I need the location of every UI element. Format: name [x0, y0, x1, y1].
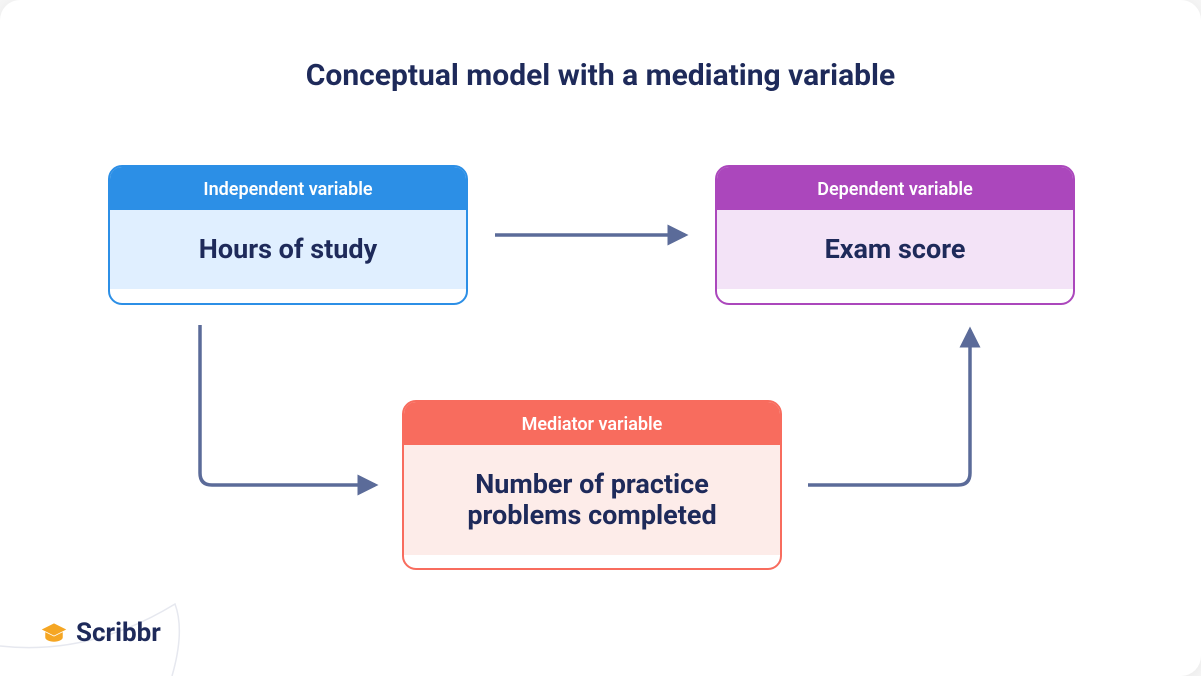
mediator-variable-box: Mediator variable Number of practice pro…	[402, 400, 782, 570]
dependent-variable-header: Dependent variable	[717, 167, 1073, 210]
brand-name: Scribbr	[76, 618, 161, 648]
dependent-variable-box: Dependent variable Exam score	[715, 165, 1075, 305]
independent-variable-box: Independent variable Hours of study	[108, 165, 468, 305]
mediator-variable-body: Number of practice problems completed	[404, 445, 780, 555]
arrows-layer	[0, 0, 1201, 676]
dependent-variable-body: Exam score	[717, 210, 1073, 289]
independent-variable-header: Independent variable	[110, 167, 466, 210]
diagram-title: Conceptual model with a mediating variab…	[0, 58, 1201, 93]
independent-variable-body: Hours of study	[110, 210, 466, 289]
arrow-to-mediator	[200, 325, 375, 485]
mediator-variable-header: Mediator variable	[404, 402, 780, 445]
graduation-cap-icon	[40, 619, 68, 647]
diagram-canvas: Conceptual model with a mediating variab…	[0, 0, 1201, 676]
brand-logo: Scribbr	[40, 618, 161, 648]
arrow-from-mediator	[808, 330, 970, 485]
